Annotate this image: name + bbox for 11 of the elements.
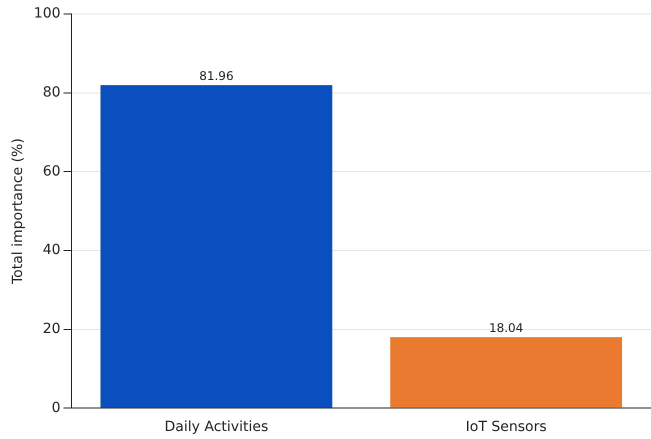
x-tick-label: Daily Activities (164, 419, 268, 436)
y-axis-title: Total importance (%) (10, 138, 26, 286)
y-tick-label: 60 (42, 163, 61, 180)
y-tick-label: 20 (42, 321, 61, 337)
y-tick-label: 100 (34, 6, 61, 22)
y-tick-label: 40 (42, 242, 61, 258)
data-label: 81.96 (199, 69, 234, 84)
y-tick-label: 80 (42, 84, 61, 100)
x-tick-label: IoT Sensors (466, 419, 547, 436)
data-label: 18.04 (488, 321, 524, 336)
y-tick-label: 0 (52, 400, 61, 416)
